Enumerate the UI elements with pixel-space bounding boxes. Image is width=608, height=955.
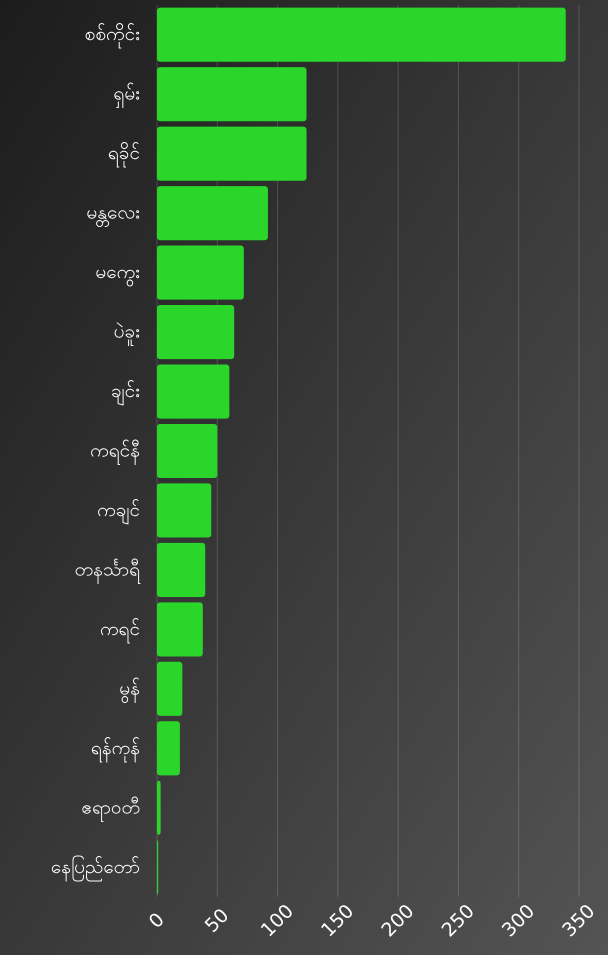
bar bbox=[157, 721, 180, 776]
y-tick-label: ရှမ်း bbox=[113, 82, 140, 109]
y-tick-label: နေပြည်တော် bbox=[51, 854, 140, 882]
y-tick-label: စစ်ကိုင်း bbox=[85, 22, 140, 49]
y-tick-label: ရန်ကုန် bbox=[91, 736, 141, 763]
bar bbox=[157, 186, 268, 241]
y-tick-label: ရခိုင် bbox=[108, 141, 140, 168]
y-tick-label: တနင်္သာရီ bbox=[75, 557, 142, 584]
y-tick-label: မွန် bbox=[119, 676, 140, 703]
bar bbox=[157, 780, 161, 835]
bar bbox=[157, 305, 235, 360]
bar bbox=[157, 840, 159, 895]
bar bbox=[157, 364, 230, 419]
bar bbox=[157, 602, 203, 657]
bar bbox=[157, 67, 307, 122]
y-tick-label: မန္တလေး bbox=[86, 202, 140, 228]
y-tick-label: ကချင် bbox=[97, 498, 140, 525]
bar bbox=[157, 7, 566, 62]
y-tick-label: ချင်း bbox=[111, 379, 140, 406]
bar bbox=[157, 423, 218, 479]
bar bbox=[157, 661, 183, 716]
y-tick-label: ပဲခူး bbox=[114, 320, 140, 346]
bar bbox=[157, 483, 212, 538]
y-tick-label: ဧရာဝတီ bbox=[81, 795, 140, 822]
y-tick-label: ကရင်နီ bbox=[90, 439, 140, 466]
y-tick-label: မကွေး bbox=[95, 261, 140, 287]
bar bbox=[157, 245, 244, 300]
bar bbox=[157, 542, 206, 597]
y-tick-label: ကရင် bbox=[100, 617, 140, 644]
bar bbox=[157, 126, 307, 181]
